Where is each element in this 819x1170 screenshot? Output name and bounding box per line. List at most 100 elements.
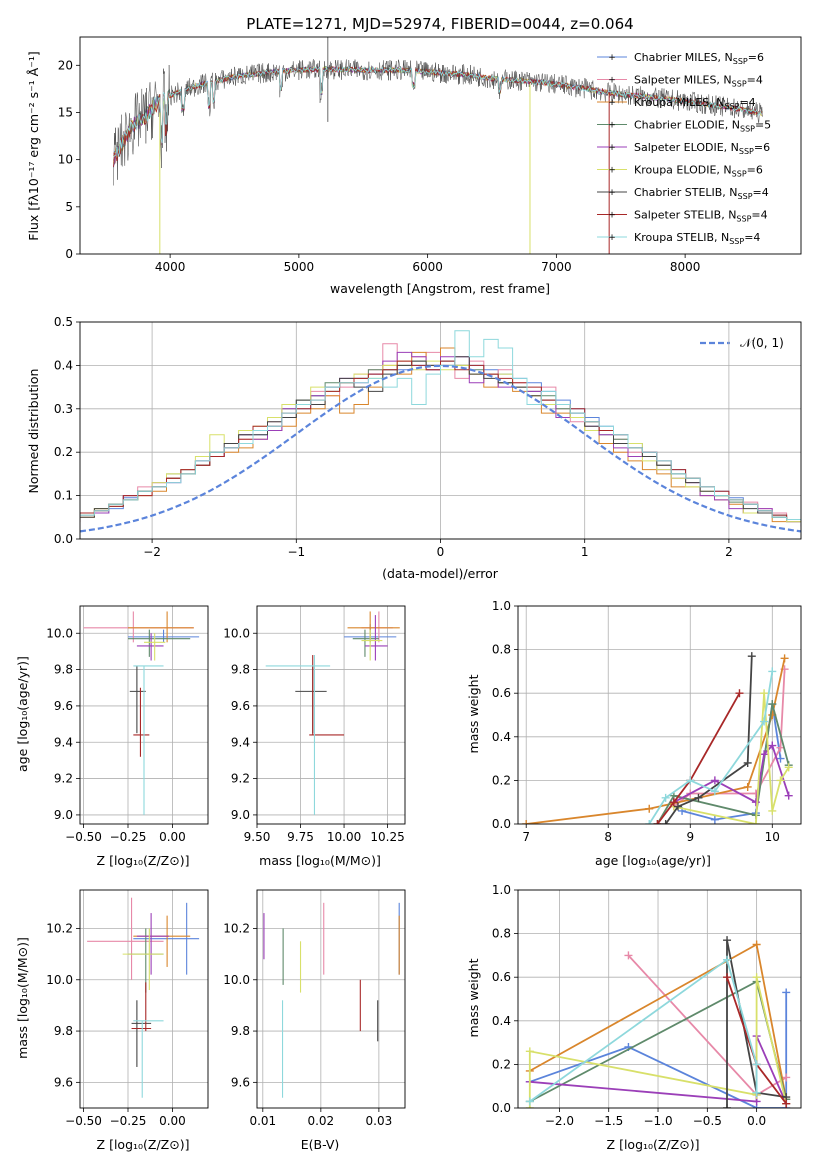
massweight-vs-Z-marker-1 [624, 951, 633, 960]
massweight-vs-age-marker-8 [710, 787, 719, 796]
legend-label-7: Salpeter STELIB, NSSP=4 [634, 209, 768, 224]
age-vs-Z-ytick-label: 9.8 [54, 663, 73, 677]
spectrum-xtick-label: 7000 [541, 260, 572, 274]
massweight-vs-Z-ytick-label: 1.0 [492, 883, 511, 897]
age-vs-Z-ytick-label: 9.2 [54, 772, 73, 786]
residuals-xtick-label: 1 [581, 545, 589, 559]
age-vs-mass-ytick-label: 9.6 [231, 699, 250, 713]
massweight-vs-age-series-4 [673, 743, 790, 804]
massweight-vs-age-xtick-label: 10 [765, 830, 780, 844]
massweight-vs-Z-lines [525, 936, 791, 1108]
massweight-vs-Z-ytick-label: 0.2 [492, 1057, 511, 1071]
legend-marker-7: + [608, 211, 616, 221]
massweight-vs-age-marker-0 [710, 815, 719, 824]
massweight-vs-Z-ytick-label: 0.6 [492, 970, 511, 984]
massweight-vs-age-marker-6 [673, 802, 682, 811]
massweight-vs-Z-xtick-label: −1.5 [594, 1114, 623, 1128]
age-z-xlabel: Z [log₁₀(Z/Z⊙)] [97, 853, 190, 868]
residuals-xtick-label: −2 [143, 545, 161, 559]
mw-age-xlabel: age [log₁₀(age/yr)] [595, 853, 711, 868]
massweight-vs-Z-marker-0 [782, 988, 791, 997]
age-vs-mass-xtick-label: 9.75 [287, 830, 314, 844]
massweight-vs-age-marker-5 [776, 776, 785, 785]
residuals-xtick-label: 2 [725, 545, 733, 559]
massweight-vs-Z-marker-1 [782, 1073, 791, 1082]
age-vs-mass-xtick-label: 9.50 [244, 830, 271, 844]
massweight-vs-age-ytick-label: 1.0 [492, 599, 511, 613]
residuals-xtick-label: −1 [287, 545, 305, 559]
spectrum-ytick-label: 5 [65, 200, 73, 214]
age-vs-mass-ytick-label: 9.8 [231, 663, 250, 677]
mw-age-ylabel: mass weight [466, 674, 481, 753]
massweight-vs-age-frame [517, 605, 802, 825]
age-vs-mass-ytick-label: 9.2 [231, 772, 250, 786]
age-vs-mass-xtick-label: 10.25 [370, 830, 404, 844]
residuals-ylabel: Normed distribution [26, 369, 41, 494]
massweight-vs-age-lines [522, 652, 793, 824]
massweight-vs-age-marker-5 [760, 689, 769, 698]
spectrum-xlabel: wavelength [Angstrom, rest frame] [330, 281, 550, 296]
massweight-vs-age-marker-7 [735, 689, 744, 698]
spectrum-xtick-label: 8000 [670, 260, 701, 274]
spectrum-ytick-label: 0 [65, 247, 73, 261]
spectrum-title: PLATE=1271, MJD=52974, FIBERID=0044, z=0… [246, 15, 633, 33]
massweight-vs-Z-frame [517, 889, 802, 1109]
massweight-vs-age-xtick-label: 7 [522, 830, 530, 844]
residuals-steps [80, 330, 801, 533]
massweight-vs-Z-xtick-label: −1.0 [643, 1114, 672, 1128]
age-vs-Z-xtick-label: −0.25 [110, 830, 147, 844]
age-mass-xlabel: mass [log₁₀(M/M⊙)] [259, 853, 381, 868]
mass-vs-EBV-frame [256, 889, 406, 1109]
age-vs-Z-ytick-label: 9.6 [54, 699, 73, 713]
spectrum-ylabel: Flux [fλ10⁻¹⁷ erg cm⁻² s⁻¹ Å⁻¹] [26, 51, 41, 240]
mass-vs-Z-ytick-label: 10.2 [46, 921, 73, 935]
massweight-vs-Z-marker-8 [723, 955, 732, 964]
legend-marker-2: + [608, 98, 616, 108]
massweight-vs-age-marker-8 [760, 717, 769, 726]
massweight-vs-Z-series-8 [529, 958, 758, 1103]
residuals-axes: −2 −1 0 1 2 0.0 0.1 0.2 0.3 0.4 0.5 [54, 315, 801, 559]
massweight-vs-age-axes: 7 8 9 10 0.0 0.2 0.4 0.6 0.8 1.0 [492, 599, 801, 844]
mass-vs-Z-ytick-label: 9.6 [54, 1075, 73, 1089]
mass-ebv-xlabel: E(B-V) [301, 1137, 340, 1152]
residuals-ytick-label: 0.1 [54, 489, 73, 503]
massweight-vs-age-series-5 [673, 693, 790, 824]
residuals-ytick-label: 0.3 [54, 402, 73, 416]
mass-vs-EBV-axes: 0.01 0.02 0.03 9.6 9.8 10.0 10.2 [223, 890, 405, 1128]
mass-vs-EBV-ytick-label: 9.8 [231, 1024, 250, 1038]
mass-z-xlabel: Z [log₁₀(Z/Z⊙)] [97, 1137, 190, 1152]
massweight-vs-Z-marker-8 [752, 1088, 761, 1097]
massweight-vs-age-marker-6 [661, 820, 670, 824]
massweight-vs-age-marker-4 [768, 741, 777, 750]
mass-vs-Z-xtick-label: 0.00 [159, 1114, 186, 1128]
residuals-ytick-label: 0.2 [54, 445, 73, 459]
massweight-vs-age-marker-4 [784, 791, 793, 800]
massweight-vs-Z-xtick-label: −0.5 [693, 1114, 722, 1128]
mass-vs-Z-points [87, 897, 200, 1098]
massweight-vs-age-marker-2 [645, 804, 654, 813]
massweight-vs-Z-marker-2 [752, 940, 761, 949]
spectrum-axes: 4000 5000 6000 7000 8000 0 5 10 15 20 [58, 58, 701, 274]
massweight-vs-Z-marker-5 [525, 1047, 534, 1056]
residuals-xtick-label: 0 [437, 545, 445, 559]
massweight-vs-age-ytick-label: 0.4 [492, 730, 511, 744]
mw-z-xlabel: Z [log₁₀(Z/Z⊙)] [607, 1137, 700, 1152]
massweight-vs-age-series-7 [656, 692, 741, 824]
legend-label-5: Kroupa ELODIE, NSSP=6 [634, 164, 763, 179]
massweight-vs-Z-xtick-label: 0.0 [747, 1114, 766, 1128]
massweight-vs-age-marker-5 [768, 806, 777, 815]
age-z-ylabel: age [log₁₀(age/yr)] [15, 656, 30, 772]
spectrum-ytick-label: 20 [58, 58, 73, 72]
mass-vs-EBV-xtick-label: 0.03 [366, 1114, 393, 1128]
residuals-ytick-label: 0.4 [54, 358, 73, 372]
massweight-vs-age-marker-0 [776, 754, 785, 763]
massweight-vs-age-marker-6 [694, 793, 703, 802]
normal-curve [80, 364, 801, 533]
massweight-vs-Z-marker-7 [782, 1099, 791, 1108]
legend-marker-0: + [608, 53, 616, 63]
massweight-vs-age-ytick-label: 0.2 [492, 773, 511, 787]
massweight-vs-age-marker-8 [686, 776, 695, 785]
legend-label-4: Salpeter ELODIE, NSSP=6 [634, 141, 770, 156]
residuals-ytick-label: 0.0 [54, 532, 73, 546]
age-vs-mass-ytick-label: 9.4 [231, 735, 250, 749]
